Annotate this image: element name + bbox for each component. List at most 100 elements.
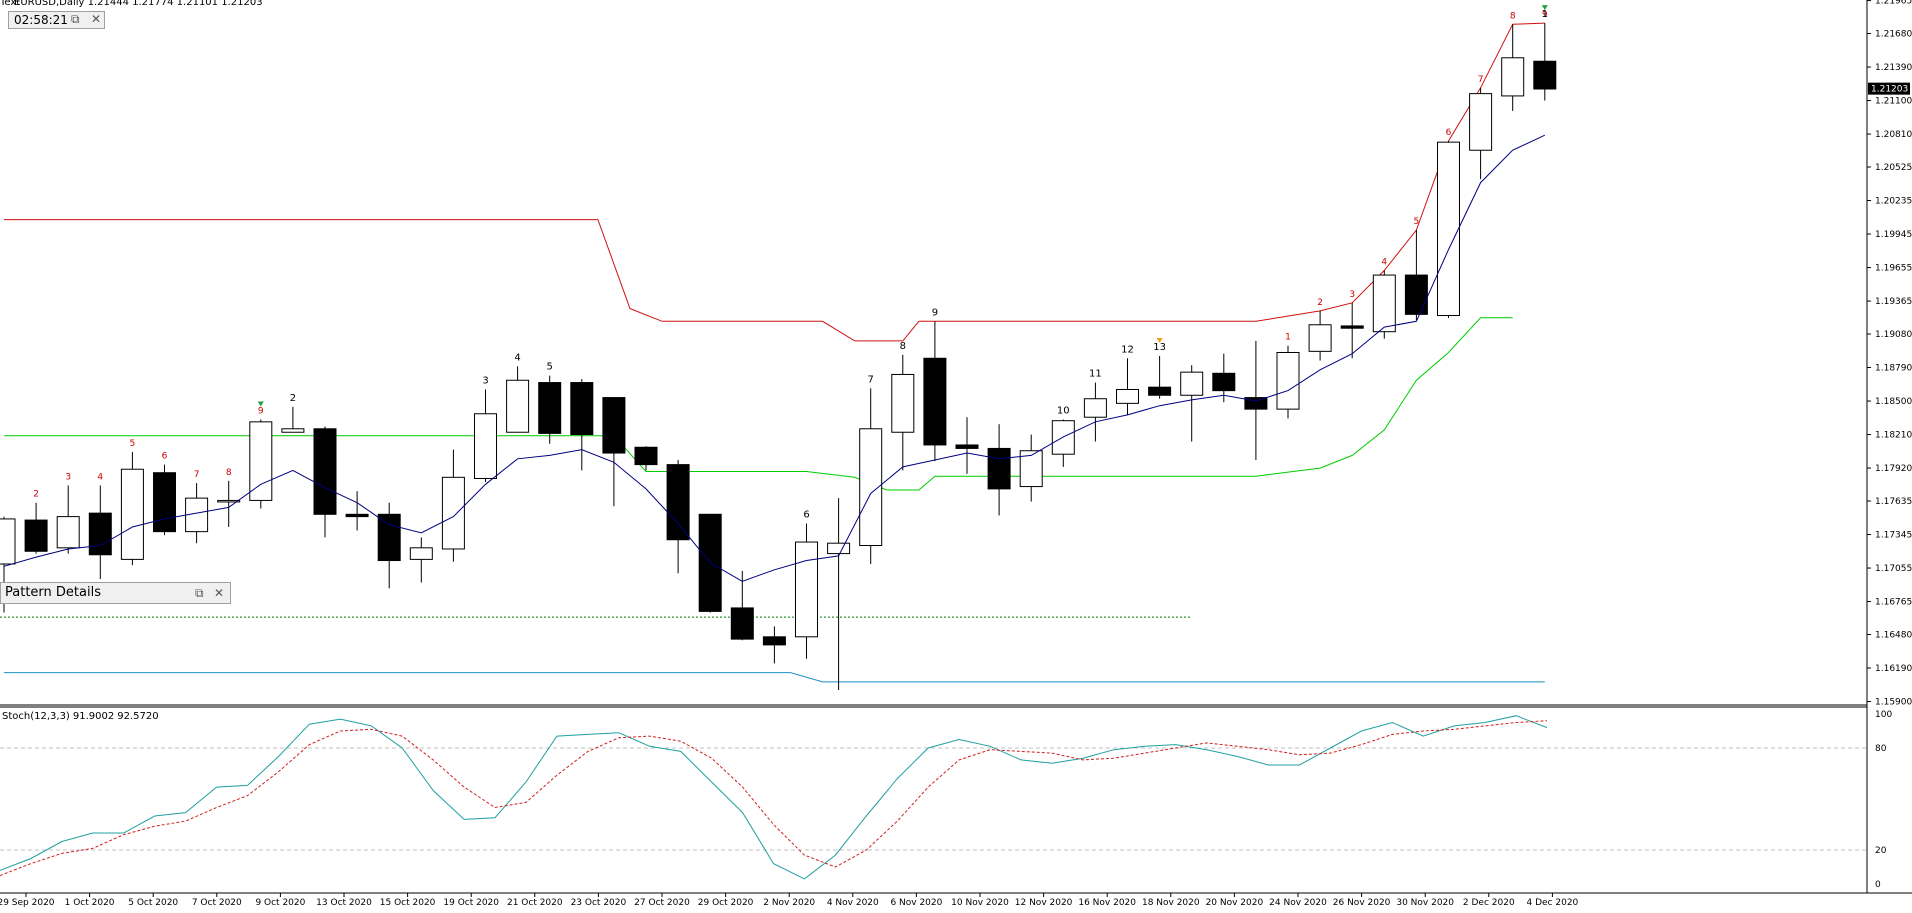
candle-body: [1180, 371, 1204, 396]
price-tick-label: 1.19080: [1875, 330, 1912, 340]
candle-body: [1308, 324, 1332, 352]
candle-body: [666, 464, 690, 541]
current-price-label: 1.21203: [1871, 85, 1908, 95]
price-tick-label: 1.18210: [1875, 431, 1912, 441]
candle-body: [281, 428, 305, 433]
candle-body: [377, 513, 401, 562]
restore-icon[interactable]: ⧉: [71, 12, 80, 26]
candle-body: [1469, 93, 1493, 151]
stoch-tick-label: 80: [1875, 744, 1887, 754]
td-count-label: 9: [258, 407, 264, 417]
time-tick-label: 29 Oct 2020: [698, 898, 754, 908]
time-tick-label: 2 Dec 2020: [1463, 898, 1515, 908]
time-tick-label: 2 Nov 2020: [763, 898, 815, 908]
td-count-label: 9: [932, 307, 938, 318]
candle-body: [345, 513, 369, 518]
candle-body: [24, 519, 48, 552]
timer-value: 02:58:21: [14, 13, 68, 27]
td-count-label: 1: [1542, 9, 1548, 20]
candle-body: [762, 636, 786, 646]
stochastic-panel: 0 20 80 100: [0, 710, 1892, 890]
td-count-label: 1: [1285, 333, 1291, 343]
candle-body: [987, 447, 1011, 490]
candle-body: [217, 499, 241, 503]
candles: [0, 23, 1557, 690]
time-tick-label: 5 Oct 2020: [128, 898, 178, 908]
td-count-label: 4: [1381, 257, 1387, 267]
td-count-label: 6: [1446, 128, 1452, 138]
price-tick-label: 1.17345: [1875, 531, 1912, 541]
candle-body: [1083, 398, 1107, 418]
price-tick-label: 1.16480: [1875, 631, 1912, 641]
restore-icon[interactable]: ⧉: [195, 586, 204, 600]
time-tick-label: 26 Nov 2020: [1333, 898, 1391, 908]
candle-body: [1019, 450, 1043, 488]
td-count-label: 10: [1057, 406, 1070, 417]
candle-body: [891, 373, 915, 433]
support-line: [4, 317, 1513, 491]
candle-body: [1372, 274, 1396, 333]
candle-body: [602, 397, 626, 454]
candle-body: [313, 428, 337, 515]
chart-frame: [0, 0, 1912, 894]
td-count-label: 7: [868, 374, 874, 385]
candle-body: [538, 382, 562, 434]
time-tick-label: 21 Oct 2020: [507, 898, 563, 908]
signal-arrow-icon: [257, 401, 264, 407]
time-tick-label: 4 Dec 2020: [1527, 898, 1579, 908]
signal-arrow-icon: [1156, 337, 1163, 343]
candle-body: [1276, 352, 1300, 410]
candle-body: [923, 357, 947, 446]
candle-body: [409, 547, 433, 560]
td-count-label: 5: [547, 362, 553, 373]
td-count-label: 12: [1121, 344, 1134, 355]
indicator-lines: [0, 22, 1545, 683]
td-count-label: 8: [1510, 11, 1516, 21]
time-tick-label: 1 Oct 2020: [65, 898, 115, 908]
candle-body: [570, 382, 594, 436]
countdown-timer[interactable]: 02:58:21 ⧉ ✕: [8, 11, 105, 29]
candle-body: [1501, 57, 1525, 97]
td-count-label: 2: [33, 490, 39, 500]
td-count-label: 6: [162, 452, 168, 462]
candle-body: [1212, 372, 1236, 392]
cyan-level-line: [4, 672, 1545, 683]
price-tick-label: 1.15900: [1875, 698, 1912, 708]
time-tick-label: 9 Oct 2020: [255, 898, 305, 908]
stoch-tick-label: 20: [1875, 846, 1887, 856]
time-tick-label: 18 Nov 2020: [1142, 898, 1200, 908]
td-count-label: 7: [1478, 75, 1484, 85]
candle-body: [827, 542, 851, 555]
price-tick-label: 1.21965: [1875, 0, 1912, 7]
price-tick-label: 1.18500: [1875, 397, 1912, 407]
pattern-details-panel[interactable]: Pattern Details ⧉ ✕: [0, 582, 231, 604]
time-tick-label: 12 Nov 2020: [1015, 898, 1073, 908]
price-tick-label: 1.19365: [1875, 297, 1912, 307]
candle-body: [795, 541, 818, 638]
header-prefix: Text: [0, 0, 21, 8]
time-tick-label: 27 Oct 2020: [634, 898, 690, 908]
td-count-label: 2: [290, 393, 296, 404]
price-tick-label: 1.19655: [1875, 264, 1912, 274]
stoch-tick-label: 0: [1875, 880, 1881, 890]
pattern-details-label: Pattern Details: [5, 585, 101, 600]
symbol-quote-line: EURUSD,Daily 1.21444 1.21774 1.21101 1.2…: [14, 0, 263, 8]
resistance-line: [4, 22, 1545, 342]
close-icon[interactable]: ✕: [214, 586, 225, 600]
candle-body: [56, 516, 80, 549]
candle-body: [1340, 325, 1364, 329]
time-tick-label: 19 Oct 2020: [443, 898, 499, 908]
candle-body: [1244, 397, 1268, 410]
close-icon[interactable]: ✕: [91, 12, 102, 26]
time-tick-label: 4 Nov 2020: [827, 898, 879, 908]
time-tick-label: 13 Oct 2020: [316, 898, 372, 908]
candle-body: [955, 444, 979, 449]
candle-body: [1116, 388, 1139, 404]
price-tick-label: 1.17055: [1875, 564, 1912, 574]
time-tick-label: 30 Nov 2020: [1396, 898, 1454, 908]
td-count-label: 5: [1414, 217, 1420, 227]
td-count-label: 5: [130, 439, 136, 449]
price-tick-label: 1.20810: [1875, 130, 1912, 140]
